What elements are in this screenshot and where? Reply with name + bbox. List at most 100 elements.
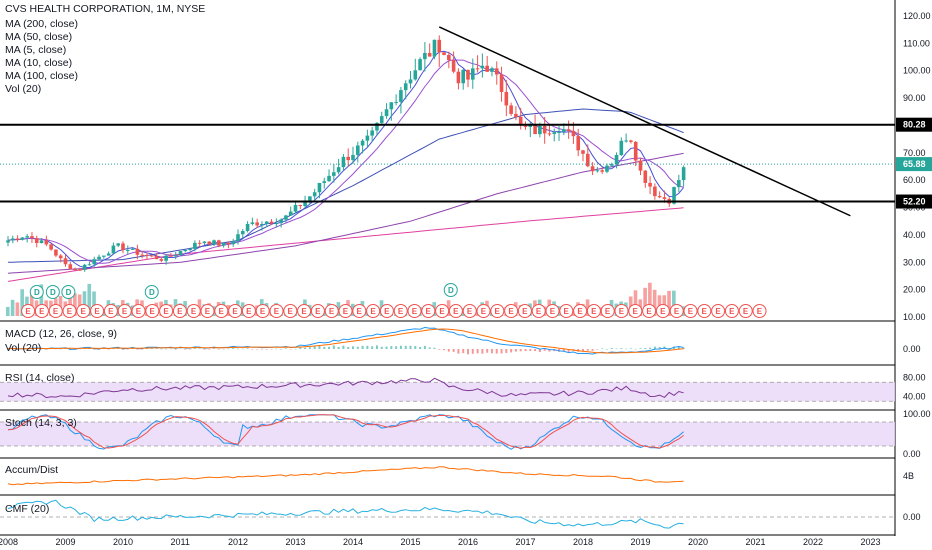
- drawing-lines[interactable]: [0, 26, 895, 217]
- macd-histogram-bar: [524, 349, 527, 352]
- macd-histogram-bar: [649, 347, 652, 349]
- candlesticks: [6, 35, 686, 272]
- candle-body: [121, 243, 125, 251]
- macd-histogram-bar: [467, 349, 469, 355]
- accum-label[interactable]: Accum/Dist: [5, 464, 59, 476]
- candle-body: [605, 165, 609, 172]
- earnings-marker: [573, 304, 588, 318]
- volume-bar: [39, 284, 44, 316]
- earnings-marker: [352, 304, 367, 318]
- candle-body: [638, 160, 643, 171]
- marker-text: E: [177, 307, 183, 316]
- symbol-title[interactable]: CVS HEALTH CORPORATION, 1M, NYSE: [5, 3, 206, 15]
- x-tick-label: 2023: [861, 537, 881, 547]
- marker-text: E: [591, 307, 597, 316]
- macd-histogram-bar: [165, 348, 168, 350]
- macd-histogram-bar: [208, 349, 211, 350]
- macd-histogram-bar: [634, 348, 637, 350]
- macd-histogram-bar: [625, 348, 628, 350]
- candle-body: [677, 180, 681, 188]
- earnings-marker: [310, 304, 325, 318]
- legend-ma50[interactable]: MA (50, close): [5, 31, 73, 43]
- macd-histogram-bar: [328, 346, 331, 349]
- candle-body: [73, 269, 77, 271]
- candle-body: [226, 242, 231, 245]
- earnings-marker: [642, 304, 657, 318]
- candle-body: [375, 122, 379, 131]
- volume-bar: [68, 289, 72, 316]
- macd-histogram-bar: [155, 348, 158, 349]
- earnings-marker: [48, 304, 63, 318]
- event-markers[interactable]: D D D DE E E E E E E E E E E E E E E E E E E E E E E E E E E EDE E E E E E E…: [21, 283, 767, 318]
- macd-histogram-bar: [136, 349, 139, 350]
- macd-label[interactable]: MACD (12, 26, close, 9): [5, 328, 118, 340]
- macd-histogram-bar: [596, 349, 599, 350]
- macd-histogram-bar: [366, 345, 369, 349]
- legend-ma200[interactable]: MA (200, close): [5, 18, 78, 30]
- candle-body: [130, 248, 135, 250]
- marker-text: E: [25, 307, 31, 316]
- earnings-marker: [241, 304, 256, 318]
- macd-histogram-bar: [433, 347, 436, 349]
- candle-body: [662, 197, 667, 199]
- dividend-marker: [29, 285, 44, 299]
- macd-histogram-bar: [40, 348, 43, 350]
- earnings-marker: [172, 304, 187, 318]
- candle-body: [212, 240, 216, 245]
- marker-text: E: [453, 307, 459, 316]
- candle-body: [461, 69, 466, 84]
- candle-body: [183, 250, 188, 252]
- marker-text: E: [232, 307, 238, 316]
- candle-body: [236, 234, 240, 242]
- candle-body: [221, 242, 226, 246]
- macd-histogram-bar: [615, 348, 618, 350]
- legend-ma100[interactable]: MA (100, close): [5, 70, 78, 82]
- macd-histogram-bar: [591, 349, 594, 351]
- candle-body: [6, 240, 10, 243]
- earnings-marker: [200, 304, 215, 318]
- marker-text: E: [412, 307, 418, 316]
- macd-histogram-bar: [538, 349, 541, 353]
- macd-vol-label[interactable]: Vol (20): [5, 342, 42, 354]
- macd-histogram-bar: [198, 348, 201, 349]
- marker-text: E: [53, 307, 59, 316]
- volume-bar: [82, 291, 87, 316]
- rsi-band: [0, 382, 895, 402]
- macd-histogram-bar: [639, 348, 642, 349]
- macd-histogram-bar: [457, 349, 460, 354]
- x-tick-label: 2019: [631, 537, 651, 547]
- x-tick-label: 2015: [401, 537, 421, 547]
- macd-histogram-bar: [308, 347, 311, 349]
- stoch-label[interactable]: Stoch (14, 3, 3): [5, 417, 77, 429]
- legend-ma10[interactable]: MA (10, close): [5, 57, 73, 69]
- macd-histogram-bar: [471, 349, 474, 354]
- candle-body: [653, 186, 657, 197]
- macd-histogram-bar: [404, 345, 407, 349]
- candle-body: [672, 187, 676, 204]
- macd-histogram-bar: [495, 349, 498, 354]
- trendline: [438, 26, 851, 217]
- candle-body: [111, 245, 116, 254]
- candle-body: [518, 116, 523, 126]
- candle-body: [427, 52, 432, 57]
- candle-body: [403, 83, 408, 91]
- earnings-marker: [255, 304, 270, 318]
- price-label-bg: [896, 194, 932, 209]
- macd-histogram-bar: [347, 346, 350, 349]
- candle-body: [408, 79, 413, 84]
- macd-signal-line: [7, 328, 684, 354]
- macd-histogram-bar: [246, 348, 249, 349]
- macd-histogram-bar: [447, 349, 450, 352]
- legend-ma5[interactable]: MA (5, close): [5, 44, 67, 56]
- dividend-marker: [45, 285, 60, 299]
- rsi-label[interactable]: RSI (14, close): [5, 372, 75, 384]
- marker-text: E: [564, 307, 570, 316]
- macd-histogram-bar: [371, 346, 374, 349]
- candle-body: [58, 255, 63, 259]
- candle-body: [538, 125, 542, 135]
- macd-histogram-bar: [481, 349, 484, 354]
- earnings-marker: [504, 304, 519, 318]
- cmf-label[interactable]: CMF (20): [5, 503, 50, 515]
- legend-volume[interactable]: Vol (20): [5, 83, 42, 95]
